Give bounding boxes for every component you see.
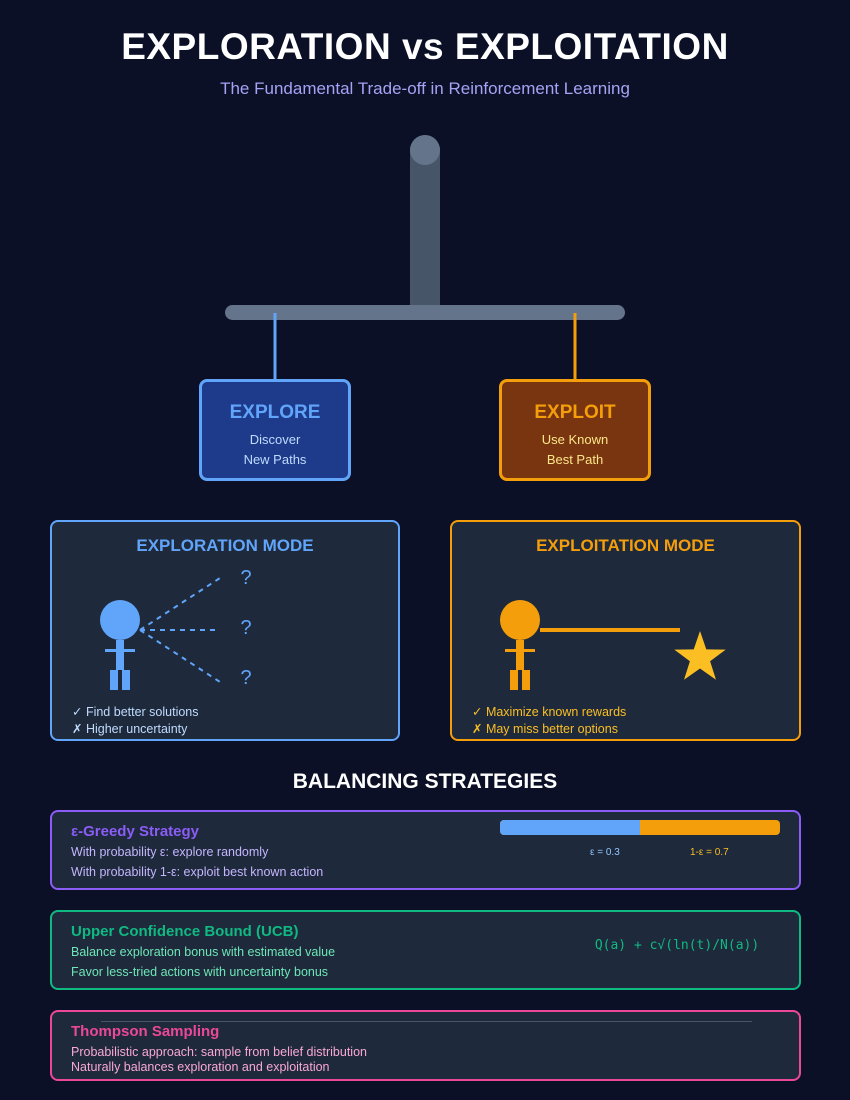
exploitation-mode-title: EXPLOITATION MODE [536, 536, 715, 555]
divider [101, 1021, 752, 1022]
exploiter-leg-right [522, 670, 530, 690]
unknown-mark: ? [240, 617, 251, 639]
exploit-description-line: Use Known [541, 432, 609, 447]
strategy-description: With probability ε: explore randomly [71, 845, 269, 859]
ucb-card: Upper Confidence Bound (UCB) Balance exp… [50, 910, 801, 990]
exploration-mode-title: EXPLORATION MODE [136, 536, 314, 555]
explore-box: EXPLORE Discover New Paths [199, 379, 351, 481]
explorer-leg-right [122, 670, 130, 690]
strategy-name: ε-Greedy Strategy [71, 823, 199, 840]
exploration-paths [139, 577, 221, 683]
exploit-description-line: Best Path [546, 452, 604, 467]
strategy-description: Naturally balances exploration and explo… [71, 1060, 330, 1074]
strategy-description: Favor less-tried actions with uncertaint… [71, 965, 329, 979]
explore-description-line: Discover [249, 432, 301, 447]
exploiter-arms [505, 649, 535, 652]
exploitation-mode-panel: EXPLOITATION MODE ✓ Maximize known rewar… [450, 520, 801, 741]
exploiter-figure [500, 600, 540, 690]
unknown-mark: ? [240, 567, 251, 589]
strategy-name: Upper Confidence Bound (UCB) [71, 923, 299, 940]
strategy-description: Balance exploration bonus with estimated… [71, 945, 336, 959]
epsilon-greedy-card: ε-Greedy Strategy With probability ε: ex… [50, 810, 801, 890]
page-title: EXPLORATION vs EXPLOITATION [121, 26, 729, 67]
epsilon-explore-label: ε = 0.3 [590, 847, 620, 858]
strategies-heading: BALANCING STRATEGIES [292, 770, 558, 793]
explorer-arms [105, 649, 135, 652]
balance-beam [225, 305, 625, 320]
exploration-mode-panel: EXPLORATION MODE ✓ Find better solutions… [50, 520, 400, 741]
exploitation-con: ✗ May miss better options [472, 722, 618, 736]
balance-pole [410, 147, 440, 310]
exploration-pro: ✓ Find better solutions [72, 705, 199, 719]
exploit-title: EXPLOIT [534, 402, 616, 423]
balance-pivot [410, 135, 440, 165]
explore-title: EXPLORE [229, 402, 321, 423]
thompson-sampling-card: Thompson Sampling Probabilistic approach… [50, 1010, 801, 1081]
epsilon-split-bar [500, 820, 780, 835]
exploiter-head [500, 600, 540, 640]
epsilon-exploit-label: 1-ε = 0.7 [690, 847, 729, 858]
exploration-con: ✗ Higher uncertainty [72, 722, 188, 736]
strategy-description: With probability 1-ε: exploit best known… [71, 865, 324, 879]
exploit-box: EXPLOIT Use Known Best Path [499, 379, 651, 481]
strategy-description: Probabilistic approach: sample from beli… [71, 1045, 367, 1059]
explorer-head [100, 600, 140, 640]
explorer-figure [100, 600, 140, 690]
explorer-body [116, 640, 124, 670]
ucb-formula: Q(a) + c√(ln(t)/N(a)) [594, 938, 760, 953]
strategy-name: Thompson Sampling [71, 1023, 220, 1040]
explorer-leg-left [110, 670, 118, 690]
explore-description-line: New Paths [243, 452, 307, 467]
epsilon-explore-fill [500, 820, 640, 835]
exploiter-body [516, 640, 524, 670]
unknown-mark: ? [240, 667, 251, 689]
page-subtitle: The Fundamental Trade-off in Reinforceme… [220, 79, 630, 98]
exploitation-pro: ✓ Maximize known rewards [472, 705, 627, 719]
reward-star-icon [674, 631, 726, 680]
exploiter-leg-left [510, 670, 518, 690]
